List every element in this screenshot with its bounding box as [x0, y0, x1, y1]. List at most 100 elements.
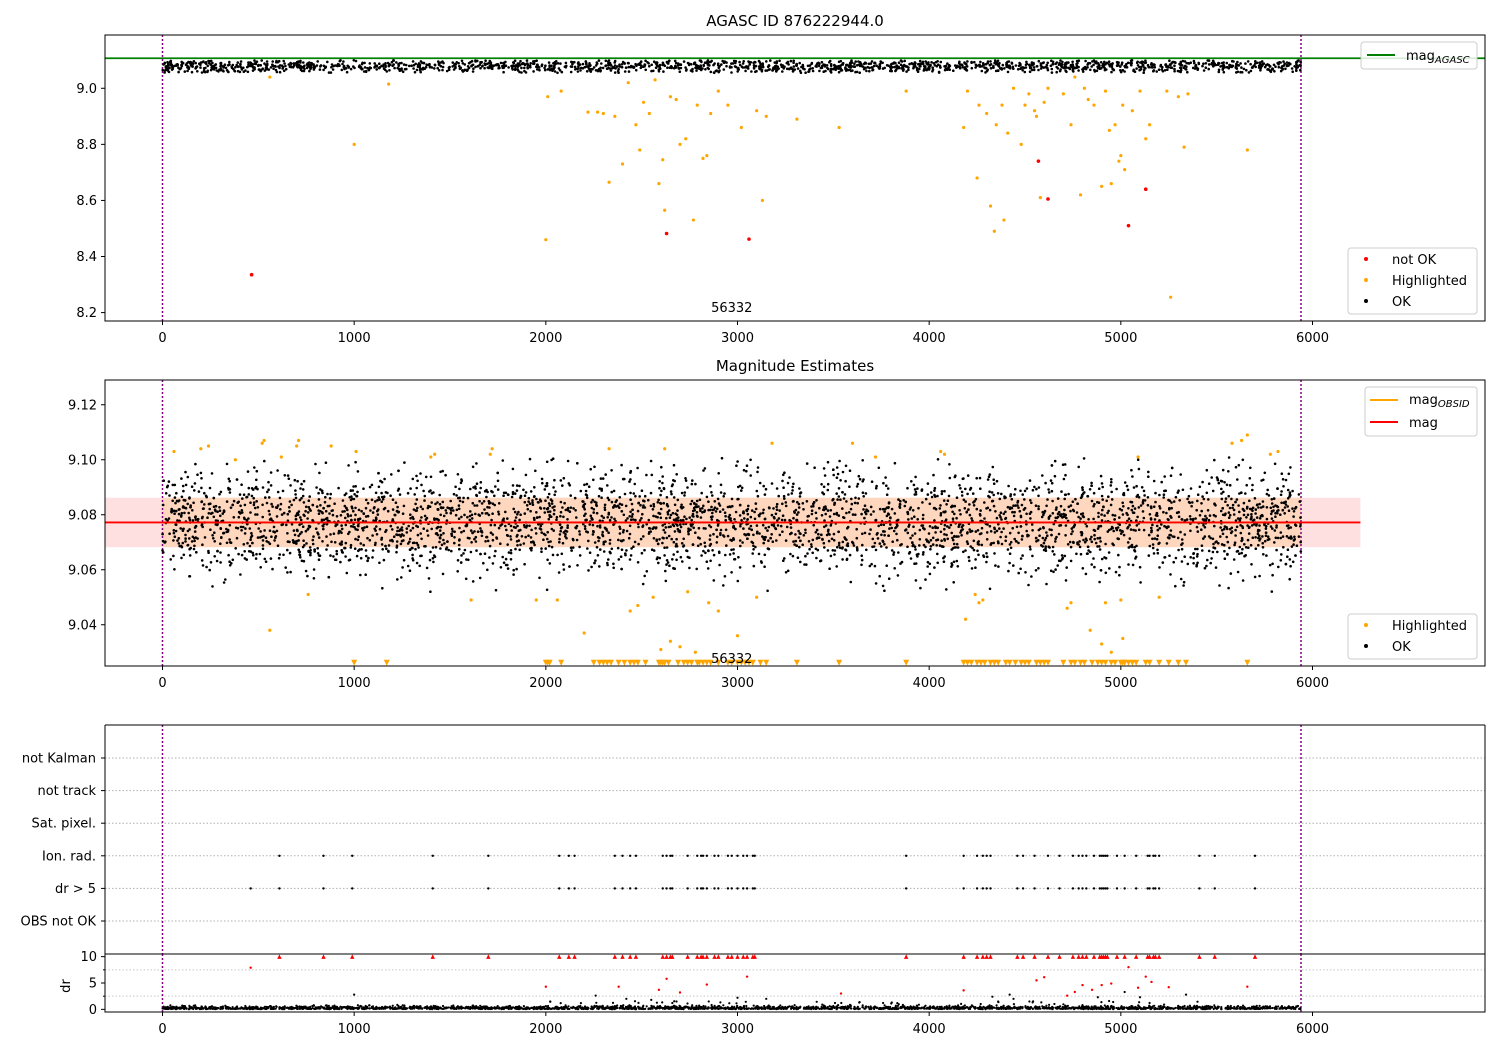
ok-point [239, 62, 242, 66]
ok-point [608, 542, 612, 545]
ok-point [1200, 509, 1203, 513]
ok-point [175, 491, 178, 495]
ok-point [220, 536, 223, 540]
ok-point [1031, 529, 1034, 532]
ok-point [576, 564, 579, 567]
ok-point [716, 497, 720, 501]
highlighted-point [684, 137, 688, 141]
ok-point [519, 543, 522, 547]
x-tick-label: 6000 [1296, 331, 1329, 346]
ok-point [523, 562, 526, 566]
ok-point [368, 538, 372, 542]
ok-point [487, 62, 491, 65]
ok-point [205, 62, 208, 65]
ok-point [1092, 59, 1096, 62]
ok-point [241, 497, 244, 500]
ok-point [985, 507, 988, 510]
ok-point [992, 541, 995, 545]
ok-point [1280, 472, 1284, 476]
ok-point [1098, 67, 1102, 70]
ok-point [644, 68, 647, 72]
ok-point [913, 493, 917, 496]
ok-point [1029, 517, 1032, 520]
ok-point [763, 517, 767, 521]
ok-point [1158, 527, 1161, 530]
ok-point [730, 539, 734, 542]
ok-point [833, 553, 836, 556]
ok-point [222, 581, 226, 584]
ok-point [978, 532, 982, 536]
ok-point [1219, 65, 1222, 68]
ok-point [672, 463, 676, 467]
ok-point [1266, 535, 1270, 538]
ok-point [769, 59, 772, 62]
ok-point [599, 477, 603, 480]
ok-point [770, 523, 774, 527]
ok-point [629, 518, 633, 521]
ok-point [844, 479, 847, 483]
ok-point [745, 464, 749, 468]
ok-point [205, 495, 208, 499]
ok-point [180, 556, 183, 560]
ok-point [953, 512, 956, 516]
ok-point [695, 69, 698, 72]
ok-point [600, 514, 604, 518]
ok-point [299, 68, 303, 72]
ok-point [691, 523, 694, 526]
ok-point [441, 65, 445, 69]
ok-point [312, 63, 315, 66]
ok-point [186, 475, 190, 479]
ok-point [528, 524, 531, 528]
ok-point [767, 64, 771, 68]
ok-point [286, 532, 289, 535]
ok-point [263, 459, 266, 463]
ok-point [1299, 60, 1302, 64]
ok-point [398, 533, 401, 537]
ok-point [468, 514, 472, 518]
ok-point [264, 496, 267, 499]
ok-point [415, 561, 419, 565]
ok-point [727, 515, 731, 519]
ok-point [700, 491, 703, 495]
ok-point [1238, 510, 1241, 514]
ok-point [1008, 561, 1011, 565]
ok-point [879, 545, 883, 548]
ok-point [926, 482, 930, 485]
ok-point [1178, 66, 1182, 69]
ok-point [1180, 560, 1184, 563]
ok-point [920, 488, 924, 491]
y-tick-label: 8.6 [76, 194, 97, 209]
ok-point [935, 538, 938, 542]
axes-frame [104, 34, 1486, 322]
ok-point [540, 550, 543, 553]
ok-point [1072, 509, 1076, 513]
ok-point [678, 63, 682, 66]
ok-point [616, 504, 620, 508]
ok-point [208, 568, 211, 572]
ok-point [550, 64, 553, 68]
ok-point [748, 63, 751, 66]
ok-point [1059, 68, 1062, 71]
ok-point [690, 63, 693, 66]
ok-point [1196, 493, 1200, 497]
ok-point [706, 567, 710, 570]
ok-point [451, 61, 455, 64]
ok-point [979, 514, 982, 517]
ok-point [627, 70, 631, 73]
ok-point [822, 467, 826, 470]
ok-point [272, 67, 275, 70]
ok-point [504, 563, 508, 567]
ok-point [173, 512, 176, 515]
ok-point [803, 67, 806, 71]
ok-point [885, 64, 889, 67]
ok-point [509, 524, 513, 528]
ok-point [473, 537, 476, 541]
ok-point [671, 511, 675, 515]
ok-point [295, 65, 299, 68]
ok-point [1158, 507, 1162, 510]
ok-point [202, 60, 205, 63]
ok-point [275, 60, 278, 64]
ok-point [966, 542, 970, 545]
ok-point [761, 65, 765, 69]
ok-point [1001, 63, 1005, 67]
